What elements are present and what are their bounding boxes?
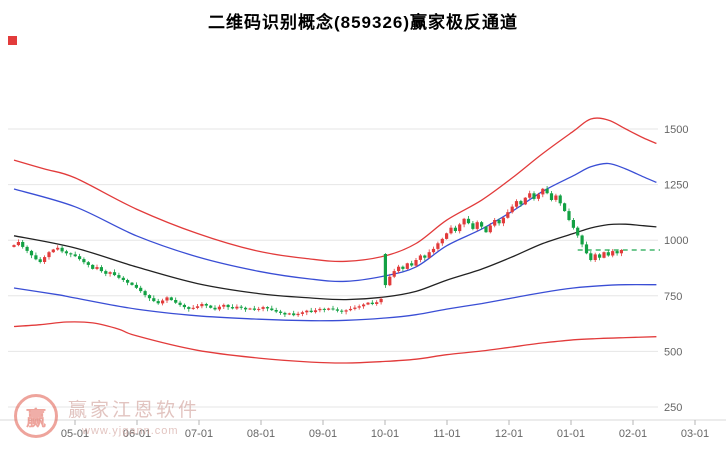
red-marker-icon (8, 36, 17, 45)
band-lower-blue-line (13, 283, 657, 322)
y-tick-label: 1000 (664, 235, 688, 247)
x-tick-label: 08-01 (247, 428, 275, 440)
candles-layer (12, 186, 623, 317)
band-middle-black-line (13, 223, 657, 301)
y-tick-label: 500 (664, 346, 682, 358)
x-tick-label: 11-01 (433, 428, 460, 440)
band-upper-blue-line (13, 162, 657, 283)
x-tick-label: 01-01 (557, 428, 585, 440)
y-tick-label: 1250 (664, 180, 688, 192)
y-tick-label: 1500 (664, 124, 688, 136)
x-tick-label: 07-01 (185, 428, 213, 440)
x-tick-label: 02-01 (619, 428, 647, 440)
grid-layer (8, 128, 658, 408)
y-tick-label: 250 (664, 402, 682, 414)
band-lower-red-line (13, 321, 657, 364)
x-tick-label: 05-01 (61, 428, 89, 440)
y-axis-labels: 1500 1250 1000 750 500 250 (664, 124, 688, 414)
band-upper-red-line (13, 117, 657, 263)
x-tick-label: 09-01 (309, 428, 337, 440)
x-tick-label: 03-01 (681, 428, 709, 440)
page-title: 二维码识别概念(859326)赢家极反通道 (207, 13, 519, 32)
x-tick-label: 10-01 (371, 428, 399, 440)
x-tick-label: 06-01 (123, 428, 151, 440)
y-tick-label: 750 (664, 291, 682, 303)
x-tick-label: 12-01 (495, 428, 523, 440)
x-axis: 05-01 06-01 07-01 08-01 09-01 10-01 11-01 12-01… (0, 419, 726, 440)
